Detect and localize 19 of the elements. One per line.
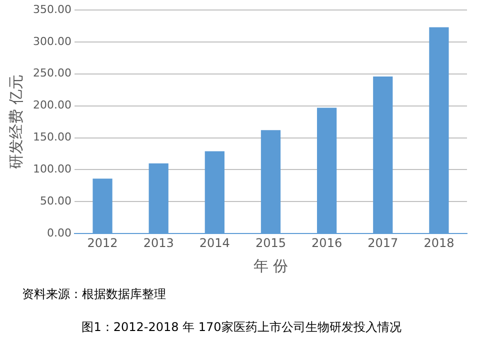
y-tick-label: 350.00 [32,2,72,16]
y-tick-label: 50.00 [40,194,72,208]
x-tick-label: 2016 [312,236,342,250]
y-tick-label: 250.00 [32,66,72,80]
y-tick-label: 150.00 [32,130,72,144]
y-tick-label: 100.00 [32,162,72,176]
y-tick-label: 200.00 [32,98,72,112]
x-tick-label: 2014 [199,236,230,250]
x-axis-title: 年 份 [253,256,288,275]
x-tick-label: 2012 [87,236,118,250]
x-tick-label: 2015 [255,236,286,250]
y-tick-label: 0.00 [46,226,72,240]
text: 图1：2012-2018 年 170家医药上市公司生物研发投入情况 [80,319,402,336]
x-tick-label: 2018 [424,236,454,250]
x-tick-label: 2017 [368,236,398,250]
y-axis-title: 研发经费 亿元 [6,74,25,170]
y-tick-label: 300.00 [32,34,72,48]
text: 资料来源：根据数据库整理 [22,286,167,303]
x-tick-label: 2013 [143,236,174,250]
